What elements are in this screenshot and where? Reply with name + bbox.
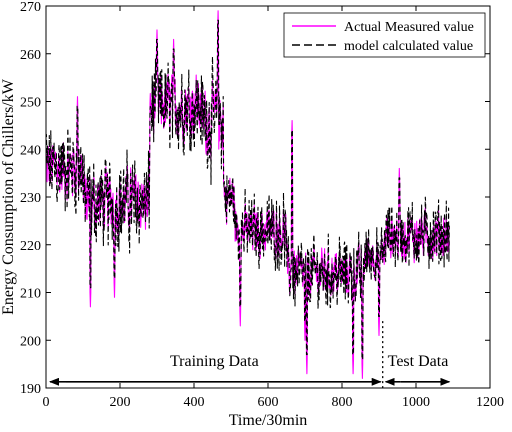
series-line-model [46,19,450,360]
x-tick-label: 0 [43,395,50,410]
y-tick-label: 190 [20,382,41,397]
y-tick-label: 260 [20,48,41,63]
legend: Actual Measured value model calculated v… [283,12,486,58]
y-tick-label: 220 [20,239,41,254]
x-tick-label: 800 [332,395,353,410]
series-layer [46,10,450,379]
x-tick-label: 400 [184,395,205,410]
training-data-label: Training Data [170,353,259,370]
y-tick-label: 240 [20,143,41,158]
x-tick-label: 1200 [476,395,504,410]
test-data-label: Test Data [388,353,449,370]
ticks-layer: 0 200 400 600 800 1000 1200 190 200 210 220 230 240 2… [20,0,504,410]
y-tick-label: 270 [20,0,41,15]
y-tick-label: 250 [20,96,41,111]
y-tick-label: 200 [20,334,41,349]
y-axis-label: Energy Consumption of Chillers/kW [0,78,17,315]
x-tick-label: 1000 [402,395,430,410]
legend-label-model: model calculated value [344,39,473,54]
x-tick-label: 200 [110,395,131,410]
x-tick-label: 600 [258,395,279,410]
annotation-layer: Training Data Test Data [49,321,451,388]
y-tick-label: 210 [20,287,41,302]
legend-box [283,12,486,58]
y-tick-label: 230 [20,191,41,206]
legend-label-actual: Actual Measured value [344,20,474,35]
x-axis-label: Time/30min [229,412,308,429]
